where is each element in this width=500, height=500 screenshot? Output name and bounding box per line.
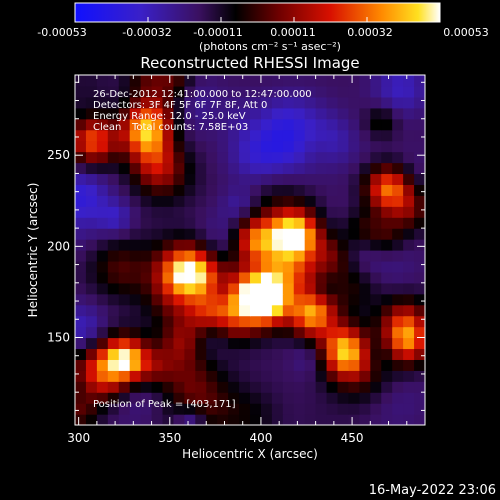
colorbar-tick-label: 0.00011 bbox=[270, 26, 316, 39]
annotation-detectors: Detectors: 3F 4F 5F 6F 7F 8F, Att 0 bbox=[93, 100, 267, 111]
annotation-counts: Total counts: 7.58E+03 bbox=[131, 122, 248, 133]
axis-ticks bbox=[75, 75, 426, 425]
annotation-energy: Energy Range: 12.0 - 25.0 keV bbox=[93, 111, 246, 122]
y-tick-label: 200 bbox=[47, 239, 70, 253]
y-axis-label: Heliocentric Y (arcsec) bbox=[26, 183, 40, 318]
y-tick-label: 250 bbox=[47, 148, 70, 162]
heatmap-image bbox=[75, 75, 425, 425]
colorbar bbox=[74, 2, 441, 23]
plot-frame bbox=[74, 74, 426, 426]
x-tick-label: 300 bbox=[67, 431, 90, 445]
annotation-method: Clean bbox=[93, 122, 121, 133]
x-axis-label: Heliocentric X (arcsec) bbox=[182, 447, 318, 461]
annotation-peak: Position of Peak = [403,171] bbox=[93, 399, 236, 410]
colorbar-tick-label: -0.00011 bbox=[193, 26, 242, 39]
chart-title: Reconstructed RHESSI Image bbox=[140, 54, 359, 72]
annotation-time-range: 26-Dec-2012 12:41:00.000 to 12:47:00.000 bbox=[93, 89, 312, 100]
y-tick-label: 150 bbox=[47, 331, 70, 345]
x-tick-labels: 300 350 400 450 bbox=[67, 431, 363, 445]
x-tick-label: 400 bbox=[249, 431, 272, 445]
colorbar-tick-label: 0.00053 bbox=[443, 26, 489, 39]
colorbar-ticks bbox=[74, 17, 441, 22]
colorbar-tick-label: -0.00032 bbox=[122, 26, 171, 39]
colorbar-tick-label: 0.00032 bbox=[347, 26, 393, 39]
colorbar-unit-label: (photons cm⁻² s⁻¹ asec⁻²) bbox=[199, 40, 341, 53]
x-tick-label: 350 bbox=[158, 431, 181, 445]
footer-timestamp: 16-May-2022 23:06 bbox=[369, 483, 496, 498]
x-tick-label: 450 bbox=[341, 431, 364, 445]
y-tick-labels: 150 200 250 bbox=[47, 148, 70, 344]
colorbar-tick-label: -0.00053 bbox=[37, 26, 86, 39]
